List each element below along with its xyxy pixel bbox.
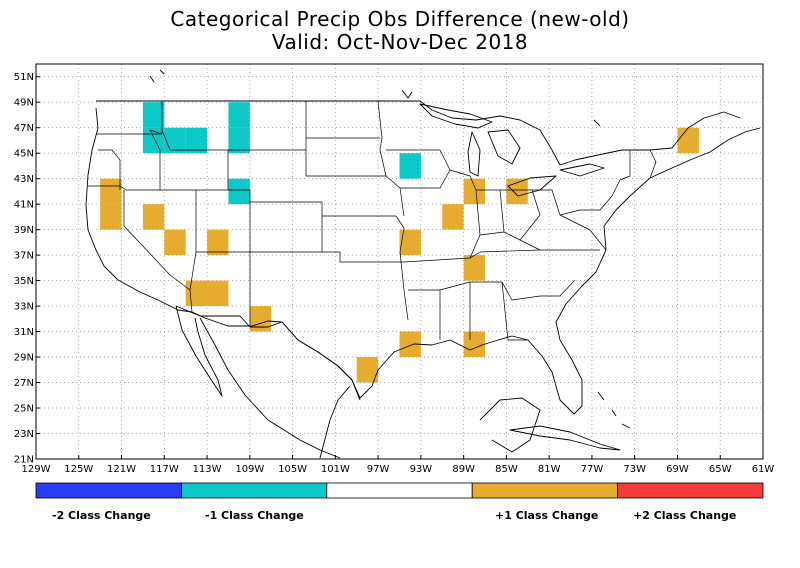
difference-cells (100, 102, 699, 383)
lat-tick-label: 47N (14, 123, 34, 134)
lat-tick-label: 27N (14, 378, 34, 389)
lat-tick-label: 37N (14, 251, 34, 262)
lon-tick-label: 89W (452, 464, 475, 475)
baja (175, 305, 223, 397)
great-lakes (419, 103, 605, 197)
difference-cell (463, 331, 486, 358)
lat-tick-label: 29N (14, 353, 34, 364)
difference-cell (164, 127, 186, 154)
lat-tick-label: 43N (14, 174, 34, 185)
difference-cell (185, 127, 208, 154)
color-legend (35, 482, 764, 499)
plot-frame (35, 63, 764, 460)
bahamas (597, 391, 631, 429)
lon-tick-label: 69W (666, 464, 689, 475)
legend-label-minus1: -1 Class Change (205, 509, 304, 522)
lon-tick-label: 113W (193, 464, 222, 475)
canada-border (96, 100, 741, 166)
axis-ticks: 51N 49N 47N 45N 43N 41N 39N 37N 35N 33N 31N 29N 27N 2… (14, 72, 775, 475)
lat-tick-label: 33N (14, 302, 34, 313)
lon-tick-label: 101W (321, 464, 350, 475)
lon-tick-label: 105W (278, 464, 307, 475)
difference-cell (207, 229, 229, 256)
difference-cell (442, 204, 464, 230)
lon-tick-label: 125W (64, 464, 93, 475)
difference-cell (228, 178, 250, 205)
mexico-coast (199, 317, 351, 459)
difference-cell (399, 331, 421, 358)
state-lines (88, 100, 657, 341)
lon-tick-label: 117W (150, 464, 179, 475)
lat-tick-label: 35N (14, 276, 34, 287)
difference-cell (207, 280, 229, 307)
lat-tick-label: 41N (14, 200, 34, 211)
lat-tick-label: 45N (14, 149, 34, 160)
difference-cell (228, 127, 250, 154)
difference-cell (142, 102, 165, 128)
lat-tick-label: 21N (14, 455, 34, 466)
difference-cell (185, 280, 208, 307)
legend-swatch (326, 482, 473, 499)
difference-cell (399, 153, 421, 179)
lat-tick-label: 31N (14, 327, 34, 338)
difference-cell (228, 102, 250, 128)
difference-cell (463, 255, 486, 281)
mexico-border (175, 305, 361, 401)
difference-cell (164, 229, 186, 256)
lat-tick-label: 49N (14, 98, 34, 109)
difference-cell (356, 357, 379, 383)
lon-tick-label: 81W (538, 464, 561, 475)
lon-tick-label: 129W (22, 464, 51, 475)
us-outline (85, 69, 761, 459)
difference-cell (100, 204, 122, 230)
difference-cell (249, 306, 272, 332)
lat-tick-label: 39N (14, 225, 34, 236)
difference-cell (142, 204, 165, 230)
lat-tick-label: 23N (14, 429, 34, 440)
legend-swatch (35, 482, 182, 499)
lon-tick-label: 121W (107, 464, 136, 475)
difference-cell (100, 178, 122, 205)
legend-swatch (617, 482, 764, 499)
lon-tick-label: 85W (495, 464, 518, 475)
yucatan (479, 397, 541, 453)
difference-cell (677, 127, 699, 154)
chart-subtitle: Valid: Oct-Nov-Dec 2018 (271, 30, 529, 54)
us-coastline (85, 107, 761, 415)
lat-tick-label: 51N (14, 72, 34, 83)
lon-tick-label: 109W (235, 464, 264, 475)
lon-tick-label: 61W (752, 464, 775, 475)
lon-tick-label: 93W (410, 464, 433, 475)
lon-tick-label: 73W (623, 464, 646, 475)
cuba (509, 425, 621, 451)
legend-label-minus2: -2 Class Change (52, 509, 151, 522)
legend-label-plus1: +1 Class Change (495, 509, 599, 522)
coastal-detail (149, 69, 601, 127)
legend-swatch (471, 482, 619, 499)
chart-title: Categorical Precip Obs Difference (new-o… (170, 7, 630, 31)
difference-cell (399, 229, 421, 256)
difference-cell (463, 178, 486, 205)
lat-tick-label: 25N (14, 404, 34, 415)
lon-tick-label: 97W (367, 464, 390, 475)
legend-label-plus2: +2 Class Change (633, 509, 737, 522)
lon-tick-label: 77W (581, 464, 604, 475)
lon-tick-label: 65W (709, 464, 732, 475)
legend-swatch (180, 482, 328, 499)
